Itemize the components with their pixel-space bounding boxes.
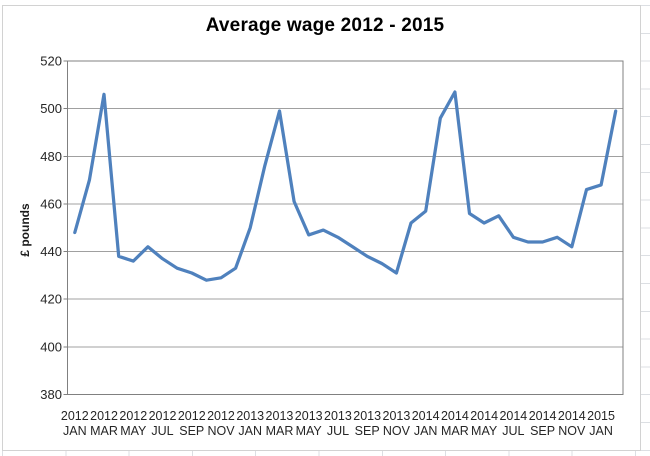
x-axis-tick-label-month: JAN (238, 424, 262, 438)
x-axis-tick-label-year: 2014 (470, 409, 498, 423)
plot-border (67, 60, 624, 395)
y-axis-tick-label: 440 (40, 244, 62, 259)
x-axis-tick-label-month: JAN (63, 424, 87, 438)
x-axis-tick-label-month: JUL (327, 424, 349, 438)
x-axis-tick-label-year: 2012 (90, 409, 118, 423)
x-axis-tick-label-year: 2013 (266, 409, 294, 423)
x-axis-tick-label-year: 2014 (412, 409, 440, 423)
y-axis-tick-label: 480 (40, 149, 62, 164)
x-axis-tick-label-year: 2012 (119, 409, 147, 423)
x-axis-tick-label-month: NOV (207, 424, 235, 438)
wage-line-series[interactable] (73, 90, 618, 282)
y-axis-tick-label: 520 (40, 54, 62, 69)
x-axis-tick-label-year: 2013 (353, 409, 381, 423)
x-axis-tick-label-year: 2012 (178, 409, 206, 423)
x-axis-tick-label-month: MAR (266, 424, 294, 438)
x-axis-tick-label-month: SEP (530, 424, 555, 438)
x-axis-tick-label-year: 2013 (324, 409, 352, 423)
y-axis-tick-label: 420 (40, 292, 62, 307)
x-axis-tick-label-month: MAY (120, 424, 147, 438)
x-axis-tick-label-year: 2013 (295, 409, 323, 423)
x-axis-tick-label-year: 2013 (383, 409, 411, 423)
x-axis-tick-label-year: 2014 (558, 409, 586, 423)
x-axis-tick-label-year: 2012 (207, 409, 235, 423)
x-axis-tick-label-month: SEP (179, 424, 204, 438)
x-axis-tick-label-year: 2014 (499, 409, 527, 423)
x-axis-tick-label-month: JUL (151, 424, 173, 438)
x-axis-tick-label-month: JAN (589, 424, 613, 438)
x-axis-tick-label-year: 2014 (529, 409, 557, 423)
x-axis-tick-label-year: 2013 (236, 409, 264, 423)
chart-area[interactable] (2, 5, 641, 451)
y-axis-tick-label: 460 (40, 196, 62, 211)
x-axis-tick-label-month: JUL (502, 424, 524, 438)
x-axis-tick-label-month: MAY (296, 424, 323, 438)
x-axis-tick-label-year: 2012 (61, 409, 89, 423)
x-axis-tick-label-year: 2012 (149, 409, 177, 423)
x-axis-tick-label-month: NOV (558, 424, 586, 438)
x-axis-tick-label-year: 2015 (587, 409, 615, 423)
x-axis-tick-label-year: 2014 (441, 409, 469, 423)
chart-title: Average wage 2012 - 2015 (205, 15, 445, 36)
x-axis-tick-label-month: MAY (471, 424, 498, 438)
x-axis-tick-label-month: MAR (441, 424, 469, 438)
x-axis-tick-label-month: SEP (355, 424, 380, 438)
x-axis-tick-label-month: JAN (414, 424, 438, 438)
y-axis-tick-label: 500 (40, 101, 62, 116)
x-axis-tick-label-month: MAR (90, 424, 118, 438)
y-axis-tick-label: 380 (40, 387, 62, 402)
x-axis-tick-label-month: NOV (383, 424, 411, 438)
y-axis-tick-label: 400 (40, 339, 62, 354)
